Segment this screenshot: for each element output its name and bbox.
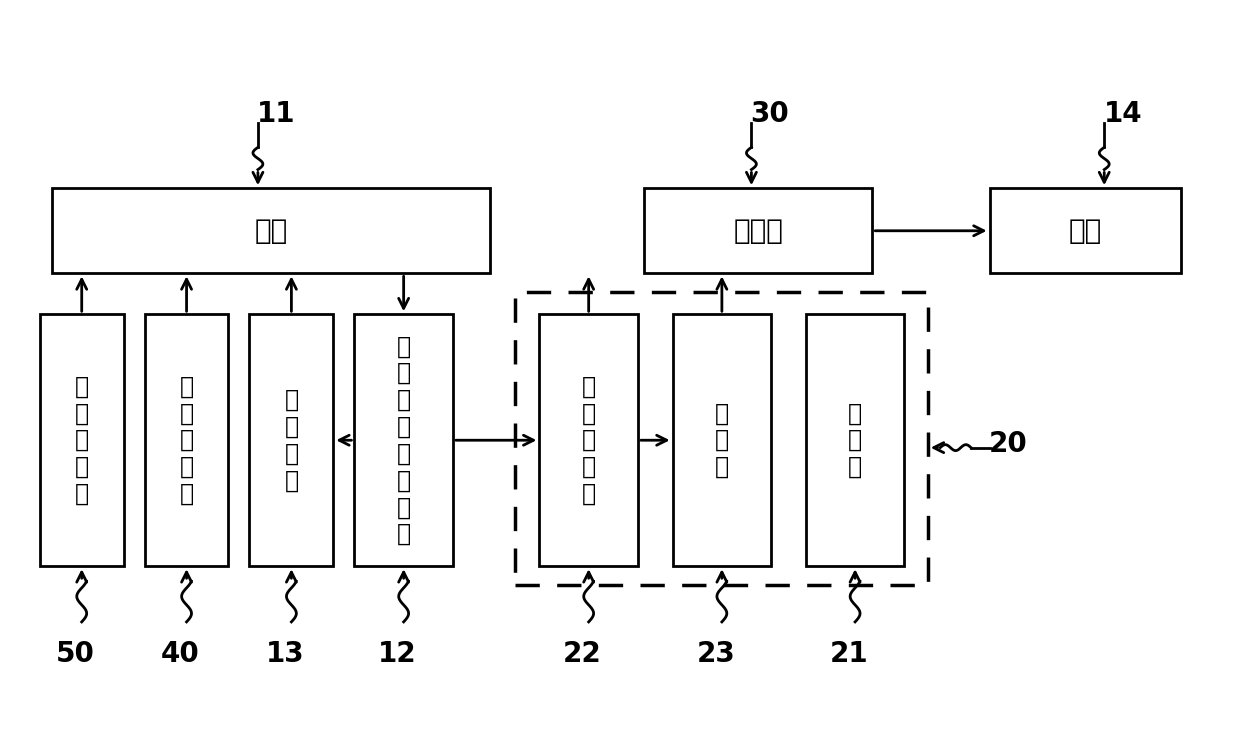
Text: 参
数
获
取
部: 参 数 获 取 部	[581, 374, 596, 506]
Text: 锅
体
温
度
设
定
单
元: 锅 体 温 度 设 定 单 元	[396, 334, 410, 546]
Bar	[145, 314, 228, 566]
Bar	[249, 314, 333, 566]
Text: 14: 14	[1104, 100, 1142, 128]
Text: 23: 23	[696, 640, 735, 669]
Text: 12: 12	[378, 640, 416, 669]
Text: 50: 50	[56, 640, 95, 669]
Bar	[40, 314, 124, 566]
Text: 设
定
部: 设 定 部	[847, 401, 862, 479]
Text: 22: 22	[563, 640, 602, 669]
Text: 调
整
部: 调 整 部	[715, 401, 729, 479]
Text: 30: 30	[751, 100, 789, 128]
Text: 加
热
单
元: 加 热 单 元	[284, 388, 299, 492]
Bar	[52, 188, 489, 273]
Bar	[539, 314, 638, 566]
Text: 控制器: 控制器	[733, 217, 783, 245]
Bar	[354, 314, 453, 566]
Bar	[673, 314, 771, 566]
Bar	[805, 314, 904, 566]
Bar	[990, 188, 1181, 273]
Text: 11: 11	[258, 100, 296, 128]
Text: 40: 40	[161, 640, 199, 669]
Text: 电机: 电机	[1068, 217, 1101, 245]
Bar	[644, 188, 872, 273]
Bar	[514, 292, 928, 585]
Text: 21: 21	[830, 640, 869, 669]
Text: 重
量
传
感
器: 重 量 传 感 器	[74, 374, 89, 506]
Text: 20: 20	[989, 430, 1027, 458]
Text: 13: 13	[266, 640, 305, 669]
Text: 锅体: 锅体	[254, 217, 287, 245]
Text: 温
度
传
感
器: 温 度 传 感 器	[180, 374, 193, 506]
